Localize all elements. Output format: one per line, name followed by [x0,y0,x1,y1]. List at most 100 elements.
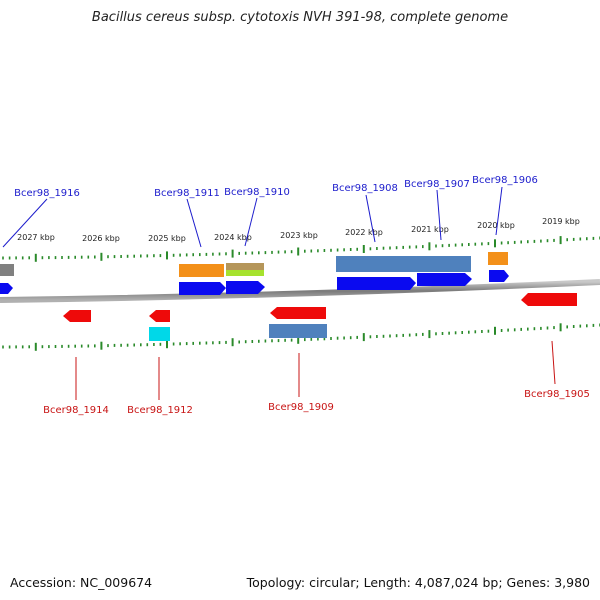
gene-label-bcer98-1905[interactable]: Bcer98_1905 [524,389,590,400]
gene-arrow-bcer98-1911[interactable] [179,282,226,295]
ruler-minor-tick [80,255,83,259]
gene-arrow-bcer98-1910[interactable] [226,281,265,294]
ruler-minor-tick [376,247,378,250]
ruler-minor-tick [8,345,11,349]
ruler-minor-tick [448,243,450,247]
gene-arrow-bcer98-1909[interactable] [270,307,326,319]
ruler-minor-tick [415,245,418,249]
ruler-minor-tick [540,239,542,243]
gene-arrow[interactable] [0,283,13,294]
ruler-minor-tick [461,331,463,334]
ruler-minor-tick [592,323,595,327]
ruler-major-tick [362,333,365,342]
ruler-minor-tick [212,252,214,256]
ruler-major-tick [34,342,37,351]
ruler-minor-tick [28,256,30,260]
ruler-minor-tick [533,239,536,243]
ruler-minor-tick [153,254,155,258]
ruler-minor-tick [120,343,122,347]
ruler-minor-tick [389,334,391,338]
ruler-minor-tick [8,256,11,260]
gene-arrow-bcer98-1912[interactable] [149,310,170,322]
ruler-minor-tick [566,325,568,329]
ruler-minor-tick [579,324,582,328]
ruler-minor-tick [487,242,490,246]
gene-feature-steelblue[interactable] [269,324,327,338]
ruler-minor-tick [310,337,313,341]
genome-backbone [0,279,600,303]
ruler-minor-tick [159,254,162,258]
ruler-major-tick [297,247,300,256]
ruler-minor-tick [94,255,96,259]
ruler-minor-tick [356,335,358,339]
gene-arrow-bcer98-1906[interactable] [489,270,509,282]
ruler-minor-tick [140,254,142,258]
ruler-minor-tick [474,330,477,334]
ruler-minor-tick [41,256,44,260]
gene-arrow-bcer98-1908[interactable] [337,277,416,290]
ruler-minor-tick [586,324,588,328]
gene-label-bcer98-1910[interactable]: Bcer98_1910 [224,187,290,198]
gene-feature-cyan[interactable] [149,327,170,341]
gene-label-bcer98-1912[interactable]: Bcer98_1912 [127,405,193,416]
ruler-minor-tick [553,326,555,330]
ruler-minor-tick [395,334,398,338]
ruler-minor-tick [126,343,129,347]
gene-label-bcer98-1909[interactable]: Bcer98_1909 [268,402,334,413]
ruler-minor-tick [238,340,240,344]
ruler-minor-tick [461,243,463,247]
ruler-major-tick [494,239,496,248]
ruler-minor-tick [310,249,313,253]
gene-feature-tan[interactable] [226,263,264,270]
ruler-major-tick [231,338,234,347]
ruler-minor-tick [323,337,326,341]
ruler-minor-tick [251,251,254,255]
ruler-minor-tick [468,330,470,334]
gene-feature-orange[interactable] [488,252,508,265]
gene-feature-green[interactable] [226,270,264,276]
ruler-minor-tick [113,255,116,259]
ruler-minor-tick [376,335,378,338]
ruler-minor-tick [343,336,345,340]
ruler-minor-tick [546,239,549,243]
accession-text: Accession: NC_009674 [10,575,153,590]
ruler-minor-tick [205,252,208,256]
ruler-minor-tick [349,248,352,251]
ruler-minor-tick [336,336,339,340]
gene-feature-orange[interactable] [179,264,224,277]
ruler-minor-tick [546,326,549,330]
ruler-minor-tick [146,343,149,347]
gene-label-bcer98-1908[interactable]: Bcer98_1908 [332,183,398,194]
ruler-minor-tick [579,237,582,241]
ruler-minor-tick [179,342,181,346]
gene-arrow-bcer98-1905[interactable] [521,293,577,306]
ruler-minor-tick [218,252,221,256]
gene-arrow-bcer98-1907[interactable] [417,273,472,286]
ruler-minor-tick [369,335,372,339]
ruler-minor-tick [244,251,247,255]
ruler-label: 2020 kbp [477,221,515,230]
ruler-major-tick [297,335,300,344]
ruler-major-tick [362,245,365,253]
ruler-minor-tick [2,345,4,349]
gene-label-bcer98-1916[interactable]: Bcer98_1916 [14,188,80,199]
ruler-minor-tick [500,329,503,332]
ruler-minor-tick [500,241,503,245]
gene-label-bcer98-1907[interactable]: Bcer98_1907 [404,179,470,190]
gene-feature-gray[interactable] [0,264,14,276]
gene-feature-steelblue[interactable] [336,256,471,272]
gene-label-bcer98-1911[interactable]: Bcer98_1911 [154,188,220,199]
ruler-minor-tick [422,245,424,249]
ruler-minor-tick [48,345,50,349]
ruler-minor-tick [258,339,260,343]
gene-arrow-bcer98-1914[interactable] [63,310,91,322]
gene-label-bcer98-1906[interactable]: Bcer98_1906 [472,175,538,186]
gene-label-bcer98-1914[interactable]: Bcer98_1914 [43,405,109,416]
ruler-minor-tick [264,251,267,255]
ruler-label: 2022 kbp [345,228,383,237]
ruler-major-tick [231,249,234,258]
ruler-minor-tick [402,245,404,249]
ruler-minor-tick [317,249,319,253]
ruler-minor-tick [435,332,437,336]
ruler-label: 2021 kbp [411,225,449,234]
